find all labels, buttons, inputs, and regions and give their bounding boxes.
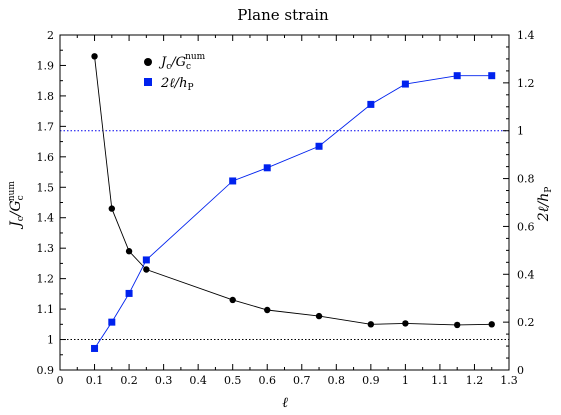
data-point-series-1 xyxy=(263,164,271,172)
x-tick-label: 0.5 xyxy=(224,374,242,387)
reference-lines xyxy=(60,130,509,341)
y-left-tick-label: 1.6 xyxy=(37,151,55,164)
x-tick-label: 0.9 xyxy=(362,374,380,387)
x-tick-label: 0 xyxy=(57,374,64,387)
data-point-series-0 xyxy=(367,321,375,328)
data-point-series-1 xyxy=(91,344,99,352)
y-right-tick-label: 0.6 xyxy=(517,220,535,233)
x-axis-label: ℓ xyxy=(282,395,288,411)
y-left-tick-label: 1.9 xyxy=(37,59,55,72)
y-left-tick-label: 2 xyxy=(47,29,54,42)
x-tick-label: 1.3 xyxy=(500,374,518,387)
x-tick-label: 0.1 xyxy=(86,374,104,387)
y-left-tick-label: 1.3 xyxy=(37,242,55,255)
y-axis-label-right: 2ℓ/hP xyxy=(536,187,554,223)
data-point-series-0 xyxy=(264,306,271,314)
data-point-series-1 xyxy=(315,142,323,150)
x-tick-label: 1.2 xyxy=(466,374,484,387)
legend-marker-jc-ratio xyxy=(144,58,152,66)
data-point-series-1 xyxy=(401,80,409,88)
legend-marker-length-ratio xyxy=(144,78,152,86)
y-right-tick-label: 1 xyxy=(517,125,524,138)
data-point-series-1 xyxy=(229,177,237,185)
plot-frame xyxy=(59,34,510,371)
x-tick-label: 1.1 xyxy=(431,374,449,387)
y-left-tick-label: 1.7 xyxy=(37,120,55,133)
x-tick-label: 0.3 xyxy=(155,374,173,387)
x-tick-label: 0.4 xyxy=(189,374,207,387)
y-right-tick-label: 0.8 xyxy=(517,173,535,186)
series-line-1 xyxy=(94,75,492,349)
data-point-series-0 xyxy=(315,312,323,320)
y-right-tick-label: 0 xyxy=(517,364,524,377)
legend-label-jc-ratio: Jc/Gcnum xyxy=(158,52,206,72)
y-right-tick-label: 0.2 xyxy=(517,316,535,329)
y-axis-label-left: Jc/Gcnum xyxy=(7,181,26,230)
series-layer xyxy=(91,53,496,352)
legend: Jc/Gcnum 2ℓ/hP xyxy=(144,52,206,93)
axis-ticks: 0 0.1 0.2 0.3 0.4 0.5 0.6 0.7 0.8 0.9 1 1.1 1.2 1.3 0.… xyxy=(37,29,535,387)
chart-title: Plane strain xyxy=(237,6,329,24)
y-left-tick-label: 1.8 xyxy=(37,90,55,103)
x-tick-label: 0.8 xyxy=(328,374,346,387)
data-point-series-0 xyxy=(125,248,133,255)
y-right-tick-label: 1.2 xyxy=(517,77,535,90)
data-point-series-0 xyxy=(453,321,461,329)
x-tick-label: 0.6 xyxy=(258,374,276,387)
data-point-series-0 xyxy=(402,320,409,327)
data-point-series-1 xyxy=(142,256,150,264)
data-point-series-0 xyxy=(143,266,150,273)
data-point-series-1 xyxy=(108,318,116,326)
x-tick-label: 1 xyxy=(402,374,409,387)
y-left-tick-label: 1 xyxy=(47,334,54,347)
y-left-tick-label: 1.2 xyxy=(37,273,55,286)
data-point-series-1 xyxy=(488,72,496,80)
data-point-series-1 xyxy=(453,72,461,80)
y-left-tick-label: 1.1 xyxy=(37,303,55,316)
y-right-tick-label: 0.4 xyxy=(517,268,535,281)
data-point-series-0 xyxy=(108,205,116,212)
y-left-tick-label: 0.9 xyxy=(37,364,55,377)
data-point-series-0 xyxy=(91,53,98,60)
data-point-series-1 xyxy=(367,100,375,108)
data-point-series-1 xyxy=(125,289,133,297)
x-tick-label: 0.7 xyxy=(293,374,311,387)
legend-label-length-ratio: 2ℓ/hP xyxy=(160,76,194,93)
y-left-tick-label: 1.4 xyxy=(37,212,55,225)
series-line-0 xyxy=(94,56,492,326)
data-point-series-0 xyxy=(229,296,236,304)
data-point-series-0 xyxy=(488,321,495,328)
y-left-tick-label: 1.5 xyxy=(37,181,55,194)
x-tick-label: 0.2 xyxy=(120,374,138,387)
y-right-tick-label: 1.4 xyxy=(517,29,535,42)
